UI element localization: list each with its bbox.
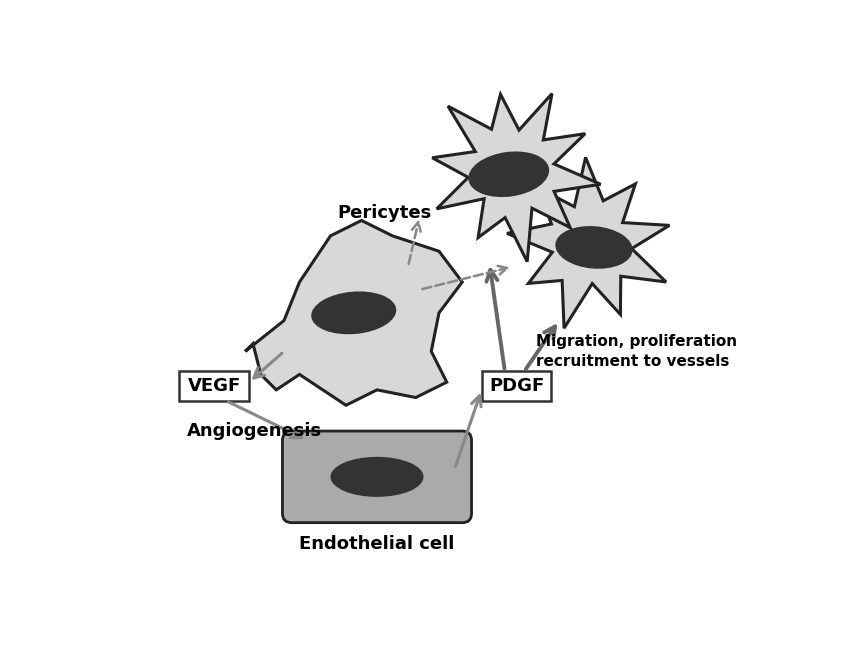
Text: Pericytes: Pericytes [338, 203, 431, 222]
Ellipse shape [311, 291, 396, 334]
FancyBboxPatch shape [481, 371, 552, 400]
Polygon shape [432, 94, 601, 262]
FancyBboxPatch shape [283, 431, 471, 523]
Text: PDGF: PDGF [489, 377, 544, 395]
Ellipse shape [469, 151, 549, 197]
Text: VEGF: VEGF [188, 377, 241, 395]
Polygon shape [507, 157, 669, 328]
Ellipse shape [555, 226, 633, 268]
Ellipse shape [331, 457, 424, 497]
Text: Endothelial cell: Endothelial cell [299, 535, 454, 553]
Text: Angiogenesis: Angiogenesis [187, 422, 322, 439]
Text: Migration, proliferation
recruitment to vessels: Migration, proliferation recruitment to … [536, 334, 737, 369]
PathPatch shape [245, 220, 462, 405]
FancyBboxPatch shape [179, 371, 249, 400]
